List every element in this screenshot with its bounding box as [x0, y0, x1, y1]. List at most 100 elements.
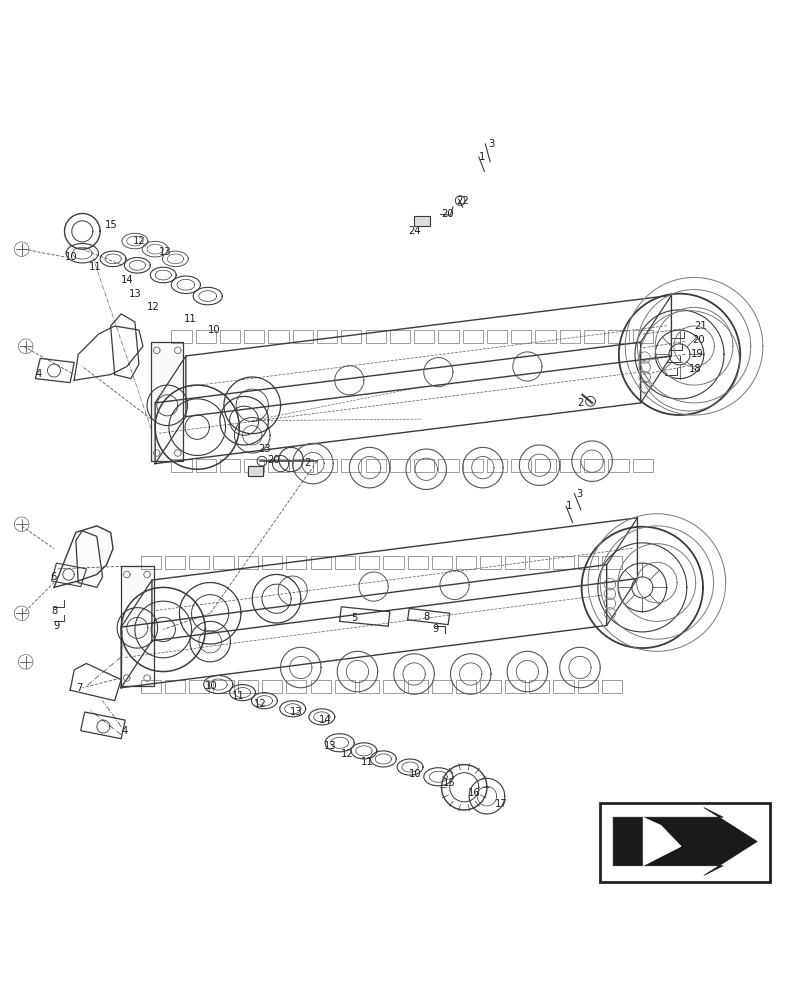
Text: 13: 13: [158, 247, 171, 257]
Bar: [238, 556, 258, 569]
Text: 6: 6: [50, 572, 56, 582]
Bar: [213, 556, 234, 569]
Bar: [189, 556, 209, 569]
Bar: [244, 330, 264, 343]
Text: 1: 1: [478, 152, 485, 162]
Text: 13: 13: [323, 741, 336, 751]
Bar: [358, 556, 379, 569]
Bar: [583, 459, 603, 472]
Bar: [407, 556, 427, 569]
Text: 9: 9: [53, 621, 59, 631]
Bar: [316, 459, 337, 472]
Bar: [220, 330, 240, 343]
Bar: [165, 680, 185, 693]
Bar: [577, 680, 597, 693]
Text: 18: 18: [689, 364, 701, 374]
Bar: [462, 459, 483, 472]
Text: 8: 8: [51, 606, 58, 616]
Bar: [528, 556, 548, 569]
Polygon shape: [642, 817, 680, 866]
Text: 2: 2: [303, 458, 310, 468]
Bar: [220, 459, 240, 472]
Bar: [389, 459, 410, 472]
Bar: [165, 556, 185, 569]
Text: 2: 2: [577, 398, 583, 408]
Bar: [365, 330, 385, 343]
Text: 7: 7: [75, 683, 82, 693]
Bar: [383, 680, 403, 693]
Bar: [601, 680, 621, 693]
Bar: [213, 680, 234, 693]
Text: 1: 1: [565, 501, 572, 511]
Bar: [407, 680, 427, 693]
Text: 12: 12: [254, 699, 266, 709]
Bar: [310, 556, 330, 569]
Text: 11: 11: [232, 691, 244, 701]
Text: 17: 17: [495, 799, 507, 809]
Bar: [195, 459, 216, 472]
Text: 15: 15: [105, 220, 118, 230]
Bar: [341, 459, 361, 472]
Bar: [334, 680, 354, 693]
Text: 3: 3: [575, 489, 581, 499]
Bar: [262, 680, 282, 693]
Text: 15: 15: [443, 778, 456, 788]
Bar: [462, 330, 483, 343]
Bar: [431, 680, 452, 693]
Text: 4: 4: [36, 369, 41, 379]
Bar: [310, 680, 330, 693]
Bar: [140, 680, 161, 693]
Text: 11: 11: [88, 262, 101, 272]
Bar: [607, 330, 628, 343]
Text: 11: 11: [360, 757, 373, 767]
Bar: [438, 330, 458, 343]
Text: 12: 12: [147, 302, 160, 312]
Bar: [438, 459, 458, 472]
Bar: [358, 680, 379, 693]
Bar: [262, 556, 282, 569]
Text: 21: 21: [693, 321, 706, 331]
Bar: [504, 680, 524, 693]
Bar: [286, 556, 306, 569]
Bar: [632, 459, 652, 472]
Bar: [414, 330, 434, 343]
Text: 22: 22: [456, 196, 468, 206]
Bar: [316, 330, 337, 343]
Bar: [487, 459, 507, 472]
Text: 9: 9: [432, 624, 439, 634]
Text: 14: 14: [121, 275, 134, 285]
Bar: [414, 216, 430, 226]
Bar: [140, 556, 161, 569]
Text: 12: 12: [341, 749, 354, 759]
Bar: [601, 556, 621, 569]
Bar: [559, 459, 579, 472]
Bar: [189, 680, 209, 693]
Text: 11: 11: [183, 314, 196, 324]
Bar: [504, 556, 524, 569]
Text: 10: 10: [205, 681, 217, 691]
Bar: [244, 459, 264, 472]
Text: 4: 4: [121, 726, 127, 736]
Bar: [431, 556, 452, 569]
Text: 8: 8: [423, 612, 429, 622]
Bar: [248, 466, 263, 476]
Bar: [171, 459, 191, 472]
Bar: [292, 459, 312, 472]
Bar: [528, 680, 548, 693]
Text: 13: 13: [289, 707, 302, 717]
Bar: [268, 459, 288, 472]
Bar: [248, 466, 263, 476]
Bar: [456, 556, 476, 569]
Bar: [480, 680, 500, 693]
Polygon shape: [612, 808, 757, 875]
Bar: [552, 680, 573, 693]
Bar: [487, 330, 507, 343]
Text: 13: 13: [129, 289, 142, 299]
Bar: [414, 459, 434, 472]
Bar: [286, 680, 306, 693]
Bar: [534, 330, 555, 343]
Text: 10: 10: [64, 252, 77, 262]
Bar: [195, 330, 216, 343]
Text: 24: 24: [248, 468, 260, 478]
Text: 20: 20: [692, 335, 704, 345]
